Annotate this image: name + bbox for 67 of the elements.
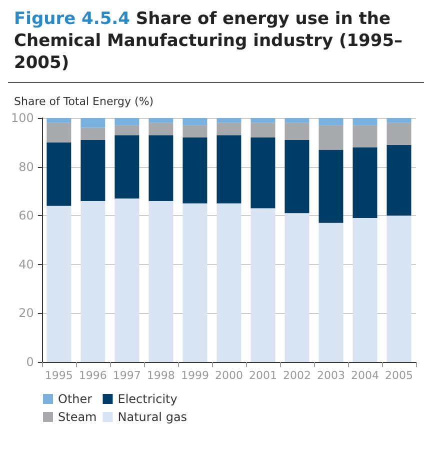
legend-label: Natural gas	[118, 410, 188, 424]
bar	[284, 213, 310, 362]
bar	[182, 203, 208, 362]
bar	[148, 200, 174, 362]
x-tick-label: 2000	[214, 369, 243, 382]
bar	[148, 122, 174, 136]
bar	[148, 118, 174, 123]
x-tick-label: 1996	[78, 369, 107, 382]
x-tick-label: 2005	[384, 369, 413, 382]
bar	[352, 118, 378, 126]
bar	[216, 122, 242, 136]
bar	[318, 118, 344, 126]
x-tick-label: 2002	[282, 369, 311, 382]
bar	[318, 222, 344, 362]
x-tick-label: 1997	[112, 369, 141, 382]
bar	[182, 125, 208, 138]
y-tick-label: 20	[18, 306, 34, 320]
bar	[182, 118, 208, 126]
bar	[114, 198, 140, 362]
x-tick-label: 1998	[146, 369, 175, 382]
bar	[284, 140, 310, 214]
y-tick-label: 100	[11, 111, 34, 125]
bar	[386, 216, 412, 362]
bar	[216, 135, 242, 204]
bar	[46, 122, 72, 142]
chart-title: Figure 4.5.4 Share of energy use in the Chemical Manufacturing industry (1995–2005)	[8, 8, 424, 83]
bar	[318, 150, 344, 223]
bar	[114, 118, 140, 126]
bar	[46, 206, 72, 362]
x-tick-label: 2001	[248, 369, 277, 382]
bar	[318, 125, 344, 150]
y-tick-label: 60	[18, 208, 34, 223]
legend-label: Steam	[58, 410, 97, 424]
bar	[216, 203, 242, 362]
bar	[80, 200, 106, 362]
bar	[352, 125, 378, 148]
bar	[114, 125, 140, 136]
bar	[250, 138, 276, 208]
bar	[386, 118, 412, 123]
y-tick-label: 80	[18, 160, 34, 174]
bar	[250, 118, 276, 123]
y-tick-label: 0	[26, 355, 34, 369]
bar	[352, 218, 378, 362]
bar	[46, 142, 72, 206]
bar	[386, 122, 412, 145]
bar	[216, 118, 242, 123]
bar	[284, 122, 310, 140]
bar	[250, 208, 276, 362]
bar	[284, 118, 310, 123]
bar	[352, 147, 378, 218]
legend-label: Electricity	[118, 392, 178, 406]
y-axis-title: Share of Total Energy (%)	[13, 95, 154, 108]
bar	[80, 128, 106, 140]
bar	[148, 135, 174, 201]
bar	[250, 122, 276, 138]
bar	[386, 144, 412, 216]
bar	[80, 140, 106, 201]
x-tick-label: 2004	[350, 369, 379, 382]
bar	[80, 118, 106, 128]
legend-label: Other	[58, 392, 92, 406]
bar	[114, 135, 140, 199]
x-tick-label: 2003	[316, 369, 345, 382]
y-tick-label: 40	[18, 257, 34, 272]
bar	[182, 138, 208, 204]
bar	[46, 118, 72, 123]
x-tick-label: 1995	[44, 369, 73, 382]
x-tick-label: 1999	[180, 369, 209, 382]
